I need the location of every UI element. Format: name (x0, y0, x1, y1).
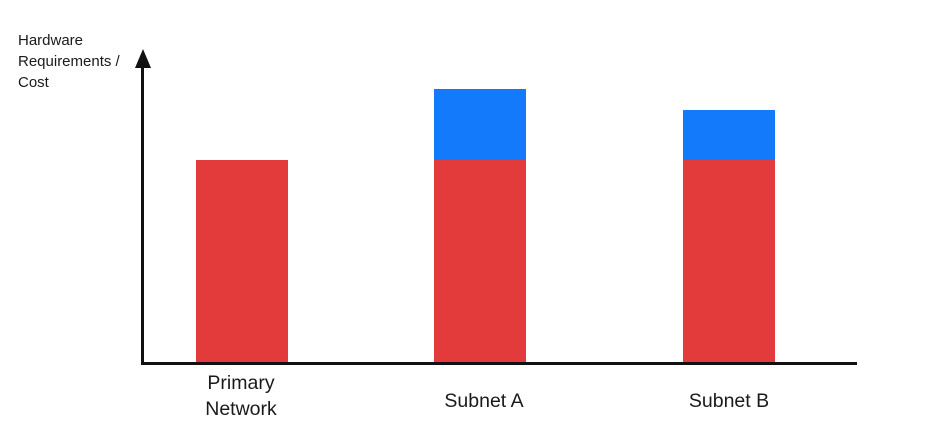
category-label-primary-network: Primary Network (205, 372, 277, 420)
bar-primary-network (196, 160, 288, 362)
bar-subnet-b (683, 109, 775, 362)
y-axis-label-line3: Cost (18, 74, 49, 91)
bar-segment-base-requirement (196, 160, 288, 362)
bar-subnet-a (434, 89, 526, 362)
y-axis-label: Hardware Requirements / Cost (18, 30, 120, 93)
y-axis-label-line1: Hardware (18, 32, 84, 49)
category-label-subnet-a: Subnet A (444, 390, 524, 412)
bar-segment-additional-requirement (434, 89, 526, 160)
bar-segment-additional-requirement (683, 109, 775, 160)
category-label-subnet-b: Subnet B (688, 390, 770, 412)
x-axis-line (141, 362, 857, 365)
y-axis-label-line2: Requirements / (18, 53, 120, 70)
y-axis-line (141, 58, 144, 364)
bar-segment-base-requirement (683, 160, 775, 362)
bar-segment-base-requirement (434, 160, 526, 362)
